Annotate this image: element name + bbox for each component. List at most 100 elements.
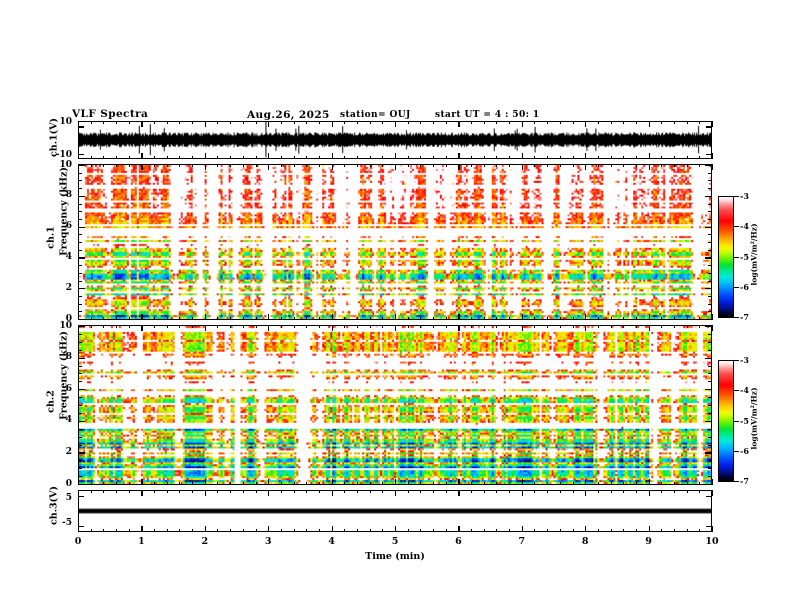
xtick-minor-top-0-5-1 (407, 121, 409, 125)
xtick-minor-top-2-1-1 (154, 325, 156, 329)
xtick-minor-top-3-4-4 (382, 490, 384, 494)
xtick-minor-bot-1-6-3 (496, 316, 498, 320)
xtick-minor-top-3-3-3 (306, 490, 308, 494)
xtick-minor-bot-2-4-2 (356, 481, 358, 485)
xtick-minor-top-0-8-3 (623, 121, 625, 125)
xtick-minor-top-3-0-2 (103, 490, 105, 494)
ch2-ytick-right-10 (705, 326, 712, 328)
xtick-minor-bot-0-2-4 (255, 155, 257, 159)
xtick-minor-bot-2-7-4 (572, 481, 574, 485)
ch2-ytick-label-10: 10 (59, 320, 72, 331)
xtick-label-5: 5 (391, 536, 399, 547)
xtick-major-top-2-5 (395, 325, 397, 331)
xtick-minor-top-1-9-4 (699, 164, 701, 168)
xtick-minor-top-0-6-1 (471, 121, 473, 125)
xtick-label-3: 3 (264, 536, 272, 547)
ch3-ytick-neg5: -5 (62, 518, 72, 528)
xtick-minor-bot-3-6-3 (496, 528, 498, 532)
xtick-minor-bot-0-8-4 (635, 155, 637, 159)
xtick-minor-top-2-7-1 (534, 325, 536, 329)
ch1w-ytick-right--10 (706, 153, 712, 155)
xtick-major-top-2-1 (141, 325, 143, 331)
xtick-major-bot-1-9 (648, 314, 650, 320)
xtick-major-top-0-2 (204, 121, 206, 127)
cb1-tick--5 (734, 256, 739, 258)
ch3-ytick-5: 5 (65, 493, 72, 503)
xtick-major-top-3-4 (331, 490, 333, 496)
xtick-minor-top-1-6-3 (496, 164, 498, 168)
xtick-major-bot-1-3 (268, 314, 270, 320)
xtick-minor-bot-0-7-3 (559, 155, 561, 159)
ch2-ytick-minor-5 (78, 444, 82, 446)
xtick-minor-top-3-8-3 (623, 490, 625, 494)
xtick-major-bot-0-5 (395, 153, 397, 159)
cb1-tick-label--7: -7 (740, 312, 749, 322)
xtick-minor-top-3-1-2 (166, 490, 168, 494)
xtick-minor-bot-3-0-4 (128, 528, 130, 532)
xtick-minor-bot-3-0-3 (116, 528, 118, 532)
xtick-minor-bot-1-5-1 (407, 316, 409, 320)
xtick-minor-top-2-8-1 (597, 325, 599, 329)
xtick-minor-top-0-9-4 (699, 121, 701, 125)
xtick-minor-top-2-9-3 (686, 325, 688, 329)
xtick-minor-bot-0-0-1 (90, 155, 92, 159)
xtick-minor-bot-1-4-1 (344, 316, 346, 320)
xtick-minor-bot-0-6-4 (509, 155, 511, 159)
xtick-minor-bot-1-0-4 (128, 316, 130, 320)
xtick-minor-top-3-6-1 (471, 490, 473, 494)
xtick-minor-bot-3-0-1 (90, 528, 92, 532)
xtick-major-top-1-3 (268, 164, 270, 170)
xtick-major-top-2-7 (521, 325, 523, 331)
xtick-minor-bot-2-5-2 (420, 481, 422, 485)
xtick-minor-bot-3-7-4 (572, 528, 574, 532)
xtick-minor-bot-2-9-2 (673, 481, 675, 485)
xtick-minor-bot-1-7-1 (534, 316, 536, 320)
ch1-ytick-neg10: -10 (55, 150, 72, 160)
xtick-minor-bot-0-5-3 (433, 155, 435, 159)
cb1-tick--4 (734, 226, 739, 228)
xtick-minor-top-3-1-3 (179, 490, 181, 494)
xtick-major-bot-3-6 (458, 526, 460, 532)
xtick-minor-bot-1-5-3 (433, 316, 435, 320)
xtick-minor-top-1-4-3 (369, 164, 371, 168)
xtick-minor-bot-0-4-4 (382, 155, 384, 159)
xtick-minor-top-0-3-3 (306, 121, 308, 125)
xtick-minor-bot-0-2-1 (217, 155, 219, 159)
xtick-minor-top-0-8-2 (610, 121, 612, 125)
xtick-minor-top-3-7-3 (559, 490, 561, 494)
xtick-minor-top-2-6-3 (496, 325, 498, 329)
start-ut-label: start UT = 4 : 50: 1 (435, 110, 540, 120)
xtick-minor-top-2-1-3 (179, 325, 181, 329)
xtick-minor-bot-1-7-4 (572, 316, 574, 320)
xtick-minor-top-2-6-1 (471, 325, 473, 329)
ch2-ytick-0 (78, 484, 85, 486)
xtick-minor-bot-0-0-3 (116, 155, 118, 159)
xtick-minor-bot-1-6-1 (471, 316, 473, 320)
xtick-minor-bot-3-1-1 (154, 528, 156, 532)
xtick-major-bot-3-1 (141, 526, 143, 532)
xtick-minor-bot-3-3-1 (280, 528, 282, 532)
ch2-ytick-label-8: 8 (65, 352, 72, 363)
xtick-major-top-1-2 (204, 164, 206, 170)
xtick-minor-top-0-4-1 (344, 121, 346, 125)
xtick-major-top-3-0 (78, 490, 80, 496)
xtick-minor-top-3-2-2 (230, 490, 232, 494)
xtick-minor-top-3-2-1 (217, 490, 219, 494)
ch2-ytick-minor-7 (78, 428, 82, 430)
xtick-minor-top-1-2-4 (255, 164, 257, 168)
xtick-major-bot-2-5 (395, 479, 397, 485)
xtick-minor-top-2-8-2 (610, 325, 612, 329)
xtick-minor-bot-1-3-4 (318, 316, 320, 320)
xtick-major-bot-1-8 (585, 314, 587, 320)
xtick-major-top-3-7 (521, 490, 523, 496)
xtick-minor-bot-0-6-3 (496, 155, 498, 159)
xtick-minor-bot-1-3-2 (293, 316, 295, 320)
xtick-minor-bot-3-9-1 (661, 528, 663, 532)
ch1-ytick-minorR-5 (708, 280, 712, 282)
xtick-minor-bot-2-6-2 (483, 481, 485, 485)
xtick-minor-top-3-0-1 (90, 490, 92, 494)
xtick-major-top-1-9 (648, 164, 650, 170)
xtick-minor-top-3-3-1 (280, 490, 282, 494)
xtick-minor-bot-0-3-4 (318, 155, 320, 159)
xtick-minor-top-3-7-2 (547, 490, 549, 494)
